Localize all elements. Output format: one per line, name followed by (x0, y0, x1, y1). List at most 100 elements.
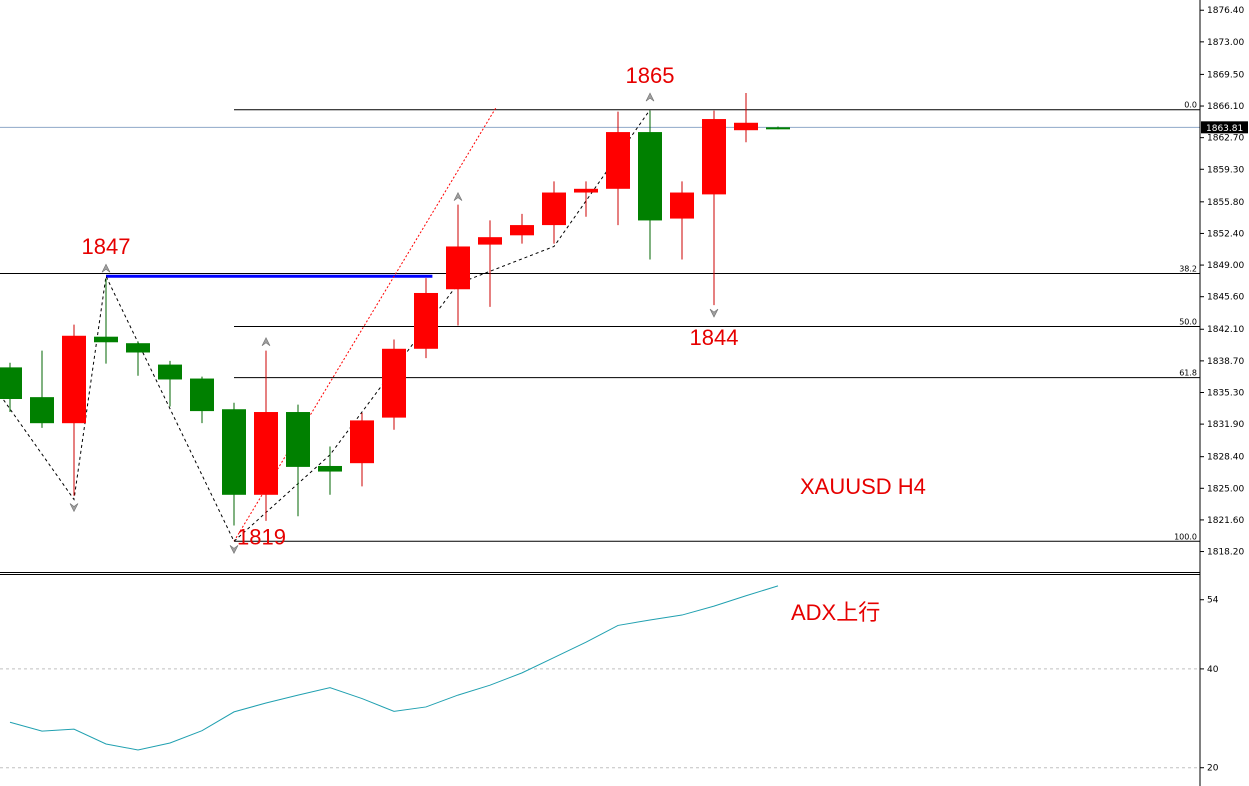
candle-body (94, 336, 118, 343)
candle-body (638, 132, 662, 221)
swing-arrow-icon (229, 545, 239, 554)
candle-body (286, 412, 310, 467)
adx-line (9, 585, 779, 751)
candle (190, 376, 214, 424)
adx-tick-label: 40 (1207, 665, 1219, 675)
price-tick-label: 1866.10 (1207, 102, 1244, 112)
price-tick-label: 1825.00 (1207, 484, 1244, 494)
current-price-label: 1863.81 (1206, 124, 1243, 134)
candle (0, 362, 22, 413)
candle-body (670, 192, 694, 219)
fib-level-label: 38.2 (1179, 264, 1197, 273)
price-tick-label: 1859.30 (1207, 165, 1244, 175)
candle (510, 213, 534, 244)
adx-panel: 54 40 20 (0, 585, 1219, 774)
candle (350, 412, 374, 487)
candle (286, 404, 310, 517)
candle (30, 350, 54, 428)
candle (446, 204, 470, 326)
candle (126, 341, 150, 376)
candle-body (414, 292, 438, 349)
candle (478, 220, 502, 307)
adx-tick-label: 54 (1207, 596, 1219, 606)
symbol-label: XAUUSD H4 (800, 474, 926, 499)
swing-markers (69, 92, 719, 554)
price-tick-label: 1845.60 (1207, 293, 1244, 303)
candle (222, 402, 246, 526)
swing-arrow-icon (261, 337, 271, 346)
price-tick-label: 1862.70 (1207, 134, 1244, 144)
price-tick-label: 1818.20 (1207, 548, 1244, 558)
candle-body (542, 192, 566, 226)
candle-body (62, 335, 86, 424)
candle-body (350, 420, 374, 464)
adx-tick-label: 20 (1207, 764, 1219, 774)
candle-body (606, 132, 630, 189)
price-tick-label: 1869.50 (1207, 70, 1244, 80)
candle (734, 93, 758, 143)
price-annotation: 1819 (237, 524, 286, 549)
fib-level-label: 50.0 (1179, 317, 1197, 326)
candle-body (734, 122, 758, 131)
swing-arrow-icon (709, 308, 719, 318)
candle-body (702, 119, 726, 195)
candle-body (382, 348, 406, 418)
candle (382, 339, 406, 430)
candle-body (158, 364, 182, 380)
price-tick-label: 1849.00 (1207, 261, 1244, 271)
candle-body (254, 412, 278, 495)
candle-body (30, 397, 54, 424)
price-annotation: 1865 (626, 63, 675, 88)
candle-body (446, 246, 470, 290)
fib-level-label: 61.8 (1179, 369, 1197, 378)
candle (158, 360, 182, 407)
swing-arrow-icon (453, 191, 463, 201)
candle (254, 350, 278, 521)
candle-body (126, 343, 150, 353)
candle (638, 110, 662, 260)
swing-arrow-icon (645, 92, 655, 102)
adx-label: ADX上行 (791, 600, 880, 625)
price-tick-label: 1831.90 (1207, 420, 1244, 430)
swing-arrow-icon (69, 503, 79, 513)
candle-body (766, 127, 790, 130)
candle (702, 110, 726, 306)
current-price-box (1201, 121, 1248, 134)
candle (94, 279, 118, 364)
candle-body (190, 378, 214, 412)
fib-level-label: 0.0 (1184, 101, 1197, 110)
fib-level-label: 100.0 (1174, 532, 1197, 541)
candle-body (222, 409, 246, 495)
swing-arrow-icon (101, 263, 111, 273)
candle-body (574, 188, 598, 193)
price-annotation: 1847 (82, 234, 131, 259)
price-tick-label: 1876.40 (1207, 6, 1244, 16)
price-tick-label: 1873.00 (1207, 38, 1244, 48)
price-annotations: 1847 1865 1819 1844 (82, 63, 739, 549)
candle-body (510, 225, 534, 236)
price-annotation: 1844 (690, 325, 739, 350)
price-tick-label: 1835.30 (1207, 388, 1244, 398)
candle (62, 324, 86, 496)
candle-body (478, 237, 502, 245)
price-tick-label: 1821.60 (1207, 516, 1244, 526)
zigzag-line (3, 109, 651, 543)
candle (414, 278, 438, 359)
candle (574, 181, 598, 217)
candle-body (318, 465, 342, 472)
price-tick-label: 1828.40 (1207, 453, 1244, 463)
price-tick-label: 1838.70 (1207, 357, 1244, 367)
price-tick-label: 1852.40 (1207, 229, 1244, 239)
candle (766, 126, 790, 130)
candle-body (0, 367, 22, 400)
candle (542, 181, 566, 244)
candle (318, 446, 342, 495)
candles (0, 93, 790, 526)
candle (606, 111, 630, 226)
price-tick-label: 1855.80 (1207, 198, 1244, 208)
price-tick-label: 1842.10 (1207, 325, 1244, 335)
candle (670, 181, 694, 260)
